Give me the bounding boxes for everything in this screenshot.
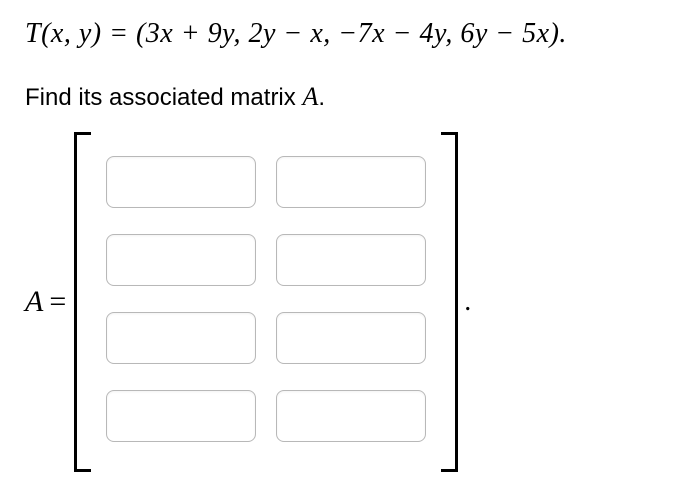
- matrix-cell-0-1[interactable]: [276, 156, 426, 208]
- matrix-container: A= .: [25, 130, 667, 474]
- matrix-cell-1-1[interactable]: [276, 234, 426, 286]
- matrix-cell-0-0[interactable]: [106, 156, 256, 208]
- matrix-cell-1-0[interactable]: [106, 234, 256, 286]
- prompt-variable: A: [302, 82, 318, 111]
- left-bracket-icon: [74, 132, 88, 472]
- matrix-cell-2-1[interactable]: [276, 312, 426, 364]
- matrix-cell-3-0[interactable]: [106, 390, 256, 442]
- right-bracket-icon: [444, 132, 458, 472]
- matrix-variable: A: [25, 285, 43, 318]
- matrix-cell-2-0[interactable]: [106, 312, 256, 364]
- equals-sign: =: [43, 285, 68, 318]
- prompt-prefix: Find its associated matrix: [25, 84, 302, 111]
- matrix-lhs: A=: [25, 285, 74, 319]
- trailing-period: .: [458, 286, 471, 318]
- transformation-equation: T(x, y) = (3x + 9y, 2y − x, −7x − 4y, 6y…: [25, 18, 667, 50]
- matrix-grid: [88, 130, 444, 474]
- prompt-suffix: .: [318, 84, 325, 111]
- prompt-text: Find its associated matrix A.: [25, 82, 667, 112]
- matrix-cell-3-1[interactable]: [276, 390, 426, 442]
